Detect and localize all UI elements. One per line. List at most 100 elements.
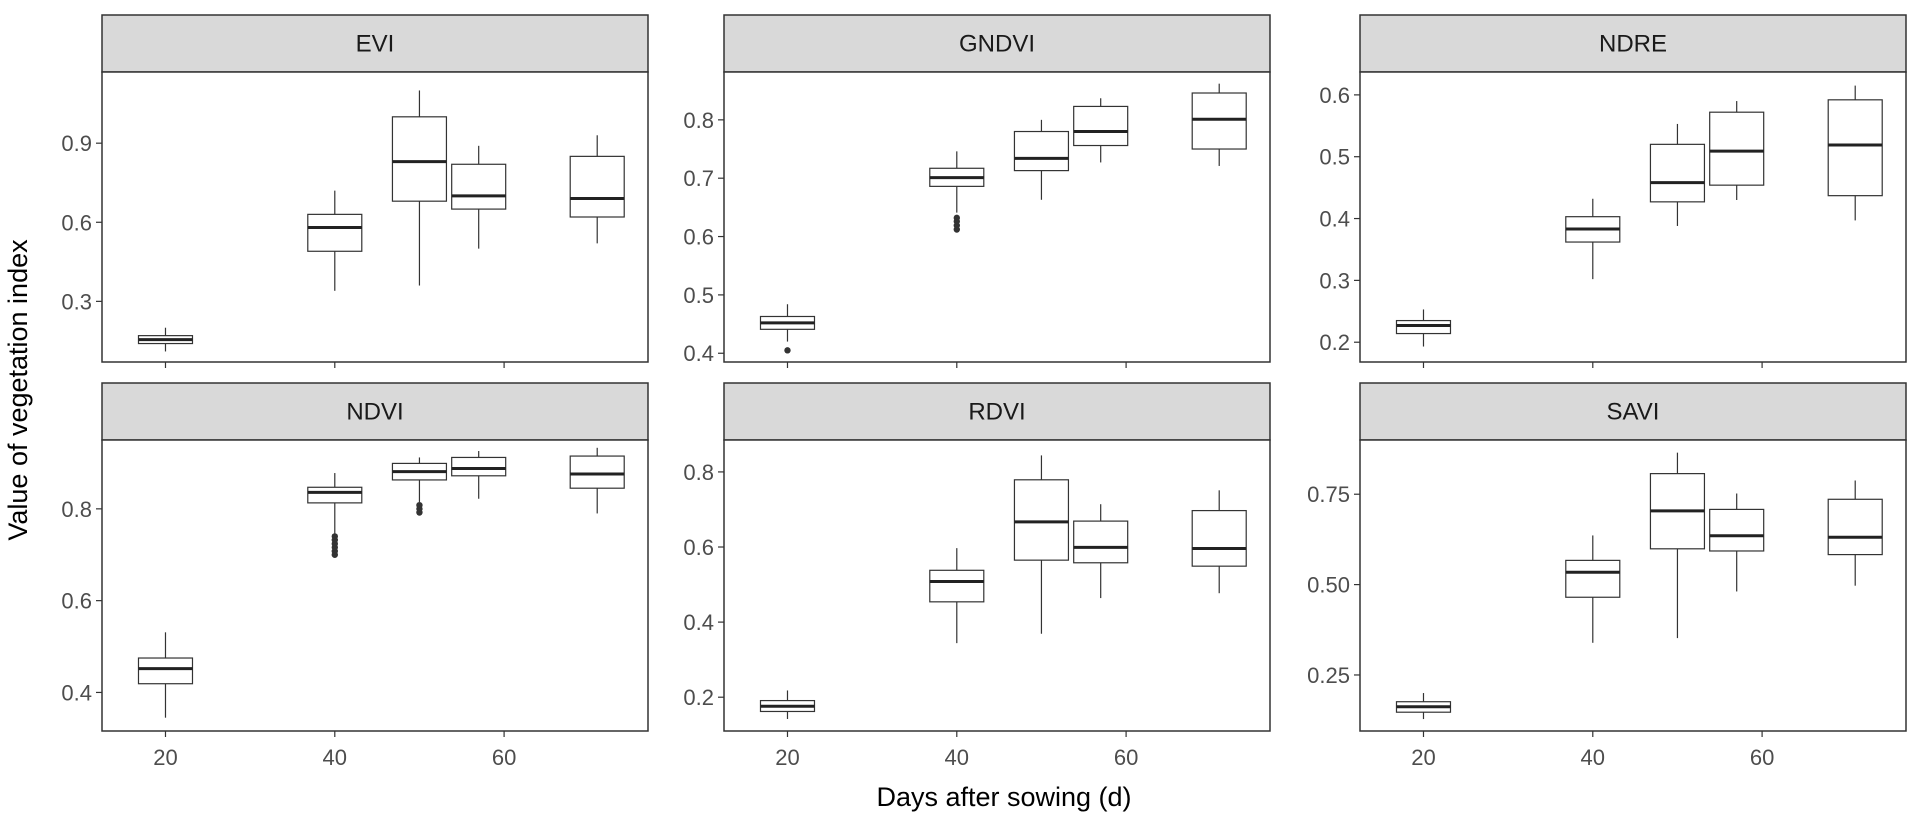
facet-panel-rdvi: RDVI 0.2 0.4 0.6 0.8 20 40 60 — [683, 382, 1271, 770]
facet-strip-ndre — [1359, 14, 1907, 73]
x-axis-title: Days after sowing (d) — [876, 782, 1131, 812]
box-savi-day-57 — [1709, 493, 1765, 592]
box-evi-day-57 — [451, 145, 507, 249]
box-iqr — [1709, 111, 1765, 186]
x-tick-label-rdvi: 20 — [775, 745, 799, 770]
facet-strip-ndvi — [101, 382, 649, 441]
y-tick-label-gndvi: 0.4 — [683, 341, 714, 366]
panel-frame-gndvi — [723, 71, 1271, 363]
box-gndvi-day-40 — [929, 151, 985, 233]
facet-strip-savi — [1359, 382, 1907, 441]
y-tick-label-ndre: 0.5 — [1319, 145, 1350, 170]
box-rdvi-day-50 — [1013, 455, 1070, 634]
box-iqr — [1709, 508, 1765, 552]
x-tick-label-ndvi: 40 — [323, 745, 347, 770]
facet-title-savi: SAVI — [1607, 399, 1660, 426]
y-tick-label-evi: 0.3 — [61, 289, 92, 314]
box-ndre-day-40 — [1565, 198, 1621, 280]
x-tick-label-savi: 40 — [1581, 745, 1605, 770]
facet-title-ndre: NDRE — [1599, 31, 1667, 58]
box-ndvi-day-40 — [307, 473, 363, 558]
facet-panel-ndvi: NDVI 0.4 0.6 0.8 20 40 60 — [61, 382, 649, 770]
x-tick-label-savi: 20 — [1411, 745, 1435, 770]
y-tick-label-ndre: 0.6 — [1319, 83, 1350, 108]
box-iqr — [1013, 479, 1070, 561]
y-tick-label-ndvi: 0.4 — [61, 680, 92, 705]
outlier-point — [416, 501, 423, 509]
y-tick-label-evi: 0.9 — [61, 131, 92, 156]
box-iqr — [451, 456, 507, 477]
box-ndvi-day-71 — [569, 447, 625, 514]
x-tick-label-ndvi: 20 — [153, 745, 177, 770]
box-savi-day-20 — [1395, 693, 1452, 720]
y-tick-label-savi: 0.50 — [1307, 573, 1350, 598]
outlier-point — [331, 533, 338, 540]
y-tick-label-ndre: 0.3 — [1319, 268, 1350, 293]
x-tick-label-rdvi: 40 — [945, 745, 969, 770]
box-iqr — [929, 569, 985, 603]
facet-title-ndvi: NDVI — [346, 399, 403, 426]
y-tick-label-gndvi: 0.5 — [683, 283, 714, 308]
box-iqr — [1073, 105, 1129, 147]
facet-panel-evi: EVI 0.3 0.6 0.9 — [61, 14, 649, 368]
box-ndre-day-20 — [1395, 309, 1452, 347]
box-iqr — [569, 155, 625, 218]
y-tick-label-rdvi: 0.6 — [683, 535, 714, 560]
box-rdvi-day-40 — [929, 548, 985, 644]
box-gndvi-day-20 — [759, 304, 816, 354]
box-ndvi-day-50 — [391, 457, 448, 516]
facet-title-evi: EVI — [356, 31, 395, 58]
box-iqr — [1395, 319, 1452, 335]
y-tick-label-ndvi: 0.8 — [61, 497, 92, 522]
box-ndvi-day-57 — [451, 451, 507, 499]
facet-panels: EVI 0.3 0.6 0.9 GNDVI 0.4 0.5 0.6 0.7 0.8 NDRE 0.2 0… — [61, 14, 1907, 770]
facet-strip-evi — [101, 14, 649, 73]
box-iqr — [1827, 498, 1883, 556]
box-rdvi-day-20 — [759, 690, 816, 719]
y-tick-label-ndre: 0.4 — [1319, 207, 1350, 232]
box-ndvi-day-20 — [137, 632, 194, 718]
box-savi-day-50 — [1649, 452, 1706, 639]
box-iqr — [1649, 143, 1706, 203]
box-savi-day-71 — [1827, 480, 1883, 586]
y-tick-label-ndvi: 0.6 — [61, 589, 92, 614]
box-iqr — [1191, 509, 1247, 567]
x-tick-label-savi: 60 — [1750, 745, 1774, 770]
facet-title-rdvi: RDVI — [968, 399, 1025, 426]
y-tick-label-ndre: 0.2 — [1319, 330, 1350, 355]
box-gndvi-day-50 — [1013, 119, 1070, 200]
y-tick-label-gndvi: 0.8 — [683, 108, 714, 133]
facet-panel-gndvi: GNDVI 0.4 0.5 0.6 0.7 0.8 — [683, 14, 1271, 368]
y-tick-label-gndvi: 0.7 — [683, 166, 714, 191]
box-ndre-day-50 — [1649, 123, 1706, 226]
box-ndre-day-71 — [1827, 85, 1883, 221]
outlier-point — [953, 214, 960, 222]
x-tick-label-ndvi: 60 — [492, 745, 516, 770]
box-iqr — [391, 116, 448, 202]
y-tick-label-rdvi: 0.2 — [683, 685, 714, 710]
y-tick-label-savi: 0.25 — [1307, 663, 1350, 688]
box-evi-day-71 — [569, 135, 625, 244]
box-evi-day-50 — [391, 90, 448, 286]
box-rdvi-day-57 — [1073, 504, 1129, 599]
panel-frame-savi — [1359, 439, 1907, 732]
panel-frame-rdvi — [723, 439, 1271, 732]
panel-frame-ndre — [1359, 71, 1907, 363]
box-savi-day-40 — [1565, 535, 1621, 643]
box-iqr — [569, 455, 625, 489]
facet-panel-savi: SAVI 0.25 0.50 0.75 20 40 60 — [1307, 382, 1907, 770]
facet-strip-gndvi — [723, 14, 1271, 73]
box-evi-day-40 — [307, 190, 363, 291]
box-iqr — [1565, 559, 1621, 598]
panel-frame-ndvi — [101, 439, 649, 732]
box-iqr — [307, 486, 363, 504]
box-rdvi-day-71 — [1191, 490, 1247, 594]
facet-strip-rdvi — [723, 382, 1271, 441]
panel-frame-evi — [101, 71, 649, 363]
facet-title-gndvi: GNDVI — [959, 31, 1035, 58]
y-tick-label-gndvi: 0.6 — [683, 225, 714, 250]
outlier-point — [784, 347, 791, 354]
box-ndre-day-57 — [1709, 101, 1765, 200]
box-iqr — [451, 163, 507, 210]
